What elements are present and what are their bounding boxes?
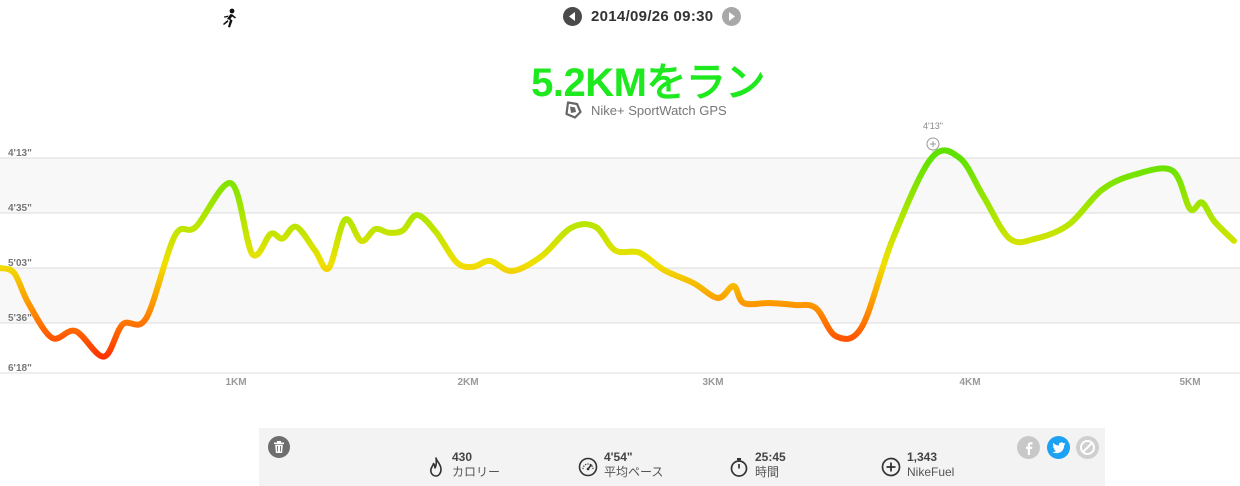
pace-chart: 4'13" 4'35" 5'03" 5'36" 6'18" 1KM 2KM 3KM 4KM 5K… xyxy=(0,118,1240,398)
stat-label: カロリー xyxy=(452,465,501,479)
x-tick-label: 4KM xyxy=(959,377,980,388)
fastest-pace-label: 4'13" xyxy=(923,121,943,131)
y-tick-label: 5'36" xyxy=(8,313,32,324)
stat-value: 25:45 xyxy=(755,450,786,464)
stat-duration: 25:45 時間 xyxy=(728,450,786,480)
pace-series-line xyxy=(0,147,1237,360)
run-title: 5.2KMをラン xyxy=(531,61,765,105)
privacy-button[interactable] xyxy=(1076,436,1099,459)
y-tick-label: 5'03" xyxy=(8,258,32,269)
trash-icon xyxy=(274,441,284,453)
next-activity-button[interactable] xyxy=(722,6,742,26)
stat-value: 1,343 xyxy=(907,450,938,464)
triangle-right-icon xyxy=(729,11,736,21)
delete-button[interactable] xyxy=(268,436,290,458)
prev-activity-button[interactable] xyxy=(563,6,582,26)
sportwatch-icon xyxy=(565,101,582,119)
twitter-icon xyxy=(1051,441,1065,453)
x-tick-label: 3KM xyxy=(702,377,723,388)
pace-chart-svg: 4'13" 4'35" 5'03" 5'36" 6'18" 1KM 2KM 3KM 4KM 5K… xyxy=(0,121,1240,388)
fuel-plus-icon xyxy=(881,457,901,477)
stopwatch-icon xyxy=(730,458,748,477)
x-tick-label: 5KM xyxy=(1179,377,1200,388)
block-icon xyxy=(1080,440,1095,455)
stat-label: 時間 xyxy=(755,465,780,479)
facebook-share-button[interactable] xyxy=(1017,436,1040,459)
x-tick-label: 2KM xyxy=(457,377,478,388)
y-tick-label: 4'35" xyxy=(8,203,32,214)
flame-icon xyxy=(430,457,442,477)
stat-value: 4'54" xyxy=(604,450,633,464)
device-info: Nike+ SportWatch GPS xyxy=(564,101,727,119)
activity-datetime: 2014/09/26 09:30 xyxy=(591,7,714,25)
stat-label: NikeFuel xyxy=(907,465,955,479)
runner-icon xyxy=(223,8,236,28)
stat-label: 平均ペース xyxy=(604,465,664,479)
facebook-icon xyxy=(1025,441,1032,455)
date-navigator: 2014/09/26 09:30 xyxy=(563,6,742,26)
device-name: Nike+ SportWatch GPS xyxy=(591,102,727,118)
x-tick-label: 1KM xyxy=(225,377,246,388)
chart-band xyxy=(0,158,1240,213)
stat-calories: 430 カロリー xyxy=(425,450,500,480)
stat-value: 430 xyxy=(452,450,473,464)
y-tick-label: 6'18" xyxy=(8,363,32,374)
triangle-left-icon xyxy=(569,11,575,21)
stats-bar xyxy=(259,428,1105,486)
y-tick-label: 4'13" xyxy=(8,148,32,159)
stat-nikefuel: 1,343 NikeFuel xyxy=(880,450,954,480)
speedometer-icon xyxy=(578,457,598,477)
chart-band xyxy=(0,268,1240,323)
twitter-share-button[interactable] xyxy=(1047,436,1070,459)
stat-average-pace: 4'54" 平均ペース xyxy=(577,450,663,480)
